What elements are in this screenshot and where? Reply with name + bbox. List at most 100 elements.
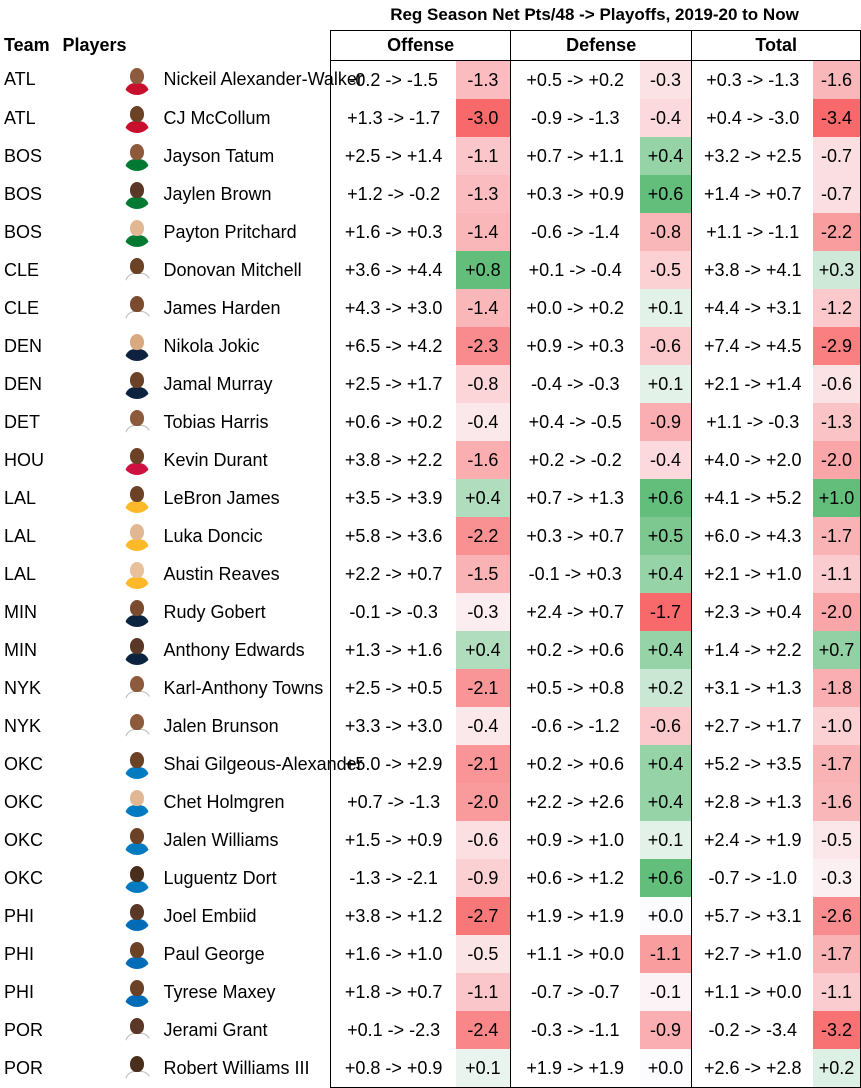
player-info: Jerami Grant: [63, 1015, 331, 1045]
player-info: Tobias Harris: [63, 407, 331, 437]
player-name: Payton Pritchard: [163, 221, 297, 242]
total-range-cell: +5.2 -> +3.5: [691, 745, 814, 783]
player-info: Kevin Durant: [63, 445, 331, 475]
offense-delta-cell: -2.1: [455, 745, 511, 783]
player-name: Luka Doncic: [163, 525, 263, 546]
defense-delta-cell: +0.4: [639, 137, 692, 175]
offense-delta-cell: -1.3: [455, 60, 511, 99]
total-range-cell: -0.7 -> -1.0: [691, 859, 814, 897]
offense-delta-cell: -2.2: [455, 517, 511, 555]
defense-delta-cell: -0.6: [639, 707, 692, 745]
player-headshot-icon: [122, 141, 152, 171]
defense-header: Defense: [509, 30, 693, 61]
defense-delta-cell: -0.5: [639, 251, 692, 289]
defense-range-cell: +0.6 -> +1.2: [509, 859, 640, 897]
table-row: OKC Shai Gilgeous-Alexander +5.0 -> +2.9 -2…: [0, 745, 861, 783]
player-info: Jalen Brunson: [63, 711, 331, 741]
table-row: MIN Anthony Edwards +1.3 -> +1.6 +0.4 +0.2 -…: [0, 631, 861, 669]
player-headshot-icon: [122, 901, 152, 931]
total-delta-cell: -2.9: [813, 327, 861, 365]
defense-range-cell: -0.6 -> -1.2: [509, 707, 640, 745]
player-name: Donovan Mitchell: [163, 259, 302, 280]
defense-range-cell: +0.4 -> -0.5: [509, 403, 640, 441]
offense-range-cell: +3.8 -> +2.2: [330, 441, 456, 479]
defense-range-cell: -0.3 -> -1.1: [509, 1011, 640, 1049]
player-info: Luka Doncic: [63, 521, 331, 551]
table-row: DET Tobias Harris +0.6 -> +0.2 -0.4 +0.4 -> …: [0, 403, 861, 441]
player-cell: CJ McCollum: [61, 99, 331, 137]
player-cell: Shai Gilgeous-Alexander: [61, 745, 363, 783]
player-headshot-icon: [122, 977, 152, 1007]
total-delta-cell: -1.7: [813, 745, 861, 783]
team-cell: CLE: [4, 259, 40, 280]
offense-delta-cell: -1.5: [455, 555, 511, 593]
offense-range-cell: -1.3 -> -2.1: [330, 859, 456, 897]
player-cell: Payton Pritchard: [61, 213, 331, 251]
team-cell: ATL: [4, 69, 36, 90]
offense-range-cell: +2.2 -> +0.7: [330, 555, 456, 593]
player-headshot-icon: [122, 65, 152, 95]
player-info: Austin Reaves: [63, 559, 331, 589]
total-range-cell: +4.1 -> +5.2: [691, 479, 814, 517]
table-row: DEN Nikola Jokic +6.5 -> +4.2 -2.3 +0.9 -> +…: [0, 327, 861, 365]
player-cell: Jaylen Brown: [61, 175, 331, 213]
offense-range-cell: +3.8 -> +1.2: [330, 897, 456, 935]
defense-range-cell: -0.4 -> -0.3: [509, 365, 640, 403]
defense-range-cell: +0.5 -> +0.2: [509, 60, 640, 99]
defense-range-cell: +1.9 -> +1.9: [509, 897, 640, 935]
team-cell: HOU: [4, 449, 44, 470]
offense-delta-cell: -2.0: [455, 783, 511, 821]
defense-delta-cell: +0.1: [639, 365, 692, 403]
player-info: Jayson Tatum: [63, 141, 331, 171]
total-range-cell: +3.1 -> +1.3: [691, 669, 814, 707]
table-row: PHI Joel Embiid +3.8 -> +1.2 -2.7 +1.9 -> +1…: [0, 897, 861, 935]
total-delta-cell: -1.1: [813, 973, 861, 1011]
table-row: LAL Luka Doncic +5.8 -> +3.6 -2.2 +0.3 -> +0…: [0, 517, 861, 555]
total-delta-cell: +0.3: [813, 251, 861, 289]
total-delta-cell: -1.0: [813, 707, 861, 745]
total-delta-cell: -0.7: [813, 137, 861, 175]
defense-range-cell: +0.2 -> +0.6: [509, 745, 640, 783]
player-name: Anthony Edwards: [163, 639, 305, 660]
total-delta-cell: -1.7: [813, 935, 861, 973]
player-headshot-icon: [122, 825, 152, 855]
team-cell: MIN: [4, 601, 37, 622]
player-info: Donovan Mitchell: [63, 255, 331, 285]
offense-range-cell: +2.5 -> +1.7: [330, 365, 456, 403]
offense-range-cell: +0.7 -> -1.3: [330, 783, 456, 821]
defense-delta-cell: -0.4: [639, 441, 692, 479]
player-name: Robert Williams III: [163, 1057, 310, 1078]
defense-delta-cell: +0.5: [639, 517, 692, 555]
defense-delta-cell: +0.4: [639, 555, 692, 593]
total-range-cell: +1.4 -> +0.7: [691, 175, 814, 213]
defense-range-cell: +0.2 -> -0.2: [509, 441, 640, 479]
offense-range-cell: -0.2 -> -1.5: [330, 60, 456, 99]
total-range-cell: +2.3 -> +0.4: [691, 593, 814, 631]
table-row: LAL Austin Reaves +2.2 -> +0.7 -1.5 -0.1 -> …: [0, 555, 861, 593]
player-info: Robert Williams III: [63, 1053, 331, 1084]
team-cell: LAL: [4, 525, 37, 546]
player-headshot-icon: [122, 939, 152, 969]
player-cell: Luguentz Dort: [61, 859, 331, 897]
table-row: CLE James Harden +4.3 -> +3.0 -1.4 +0.0 -> +…: [0, 289, 861, 327]
defense-delta-cell: +0.1: [639, 821, 692, 859]
defense-delta-cell: +0.4: [639, 783, 692, 821]
player-headshot-icon: [122, 597, 152, 627]
player-cell: James Harden: [61, 289, 331, 327]
player-name: LeBron James: [163, 487, 280, 508]
table-row: LAL LeBron James +3.5 -> +3.9 +0.4 +0.7 -> +…: [0, 479, 861, 517]
table-row: NYK Jalen Brunson +3.3 -> +3.0 -0.4 -0.6 -> …: [0, 707, 861, 745]
defense-delta-cell: -1.1: [639, 935, 692, 973]
player-info: Shai Gilgeous-Alexander: [63, 749, 363, 779]
team-cell: ATL: [4, 107, 36, 128]
defense-range-cell: +2.2 -> +2.6: [509, 783, 640, 821]
player-headshot-icon: [122, 331, 152, 361]
total-range-cell: +0.4 -> -3.0: [691, 99, 814, 137]
defense-range-cell: +0.9 -> +0.3: [509, 327, 640, 365]
total-range-cell: +2.1 -> +1.4: [691, 365, 814, 403]
player-name: Tobias Harris: [163, 411, 269, 432]
total-range-cell: +1.1 -> -1.1: [691, 213, 814, 251]
total-range-cell: +3.8 -> +4.1: [691, 251, 814, 289]
team-cell: DET: [4, 411, 40, 432]
total-delta-cell: -0.7: [813, 175, 861, 213]
